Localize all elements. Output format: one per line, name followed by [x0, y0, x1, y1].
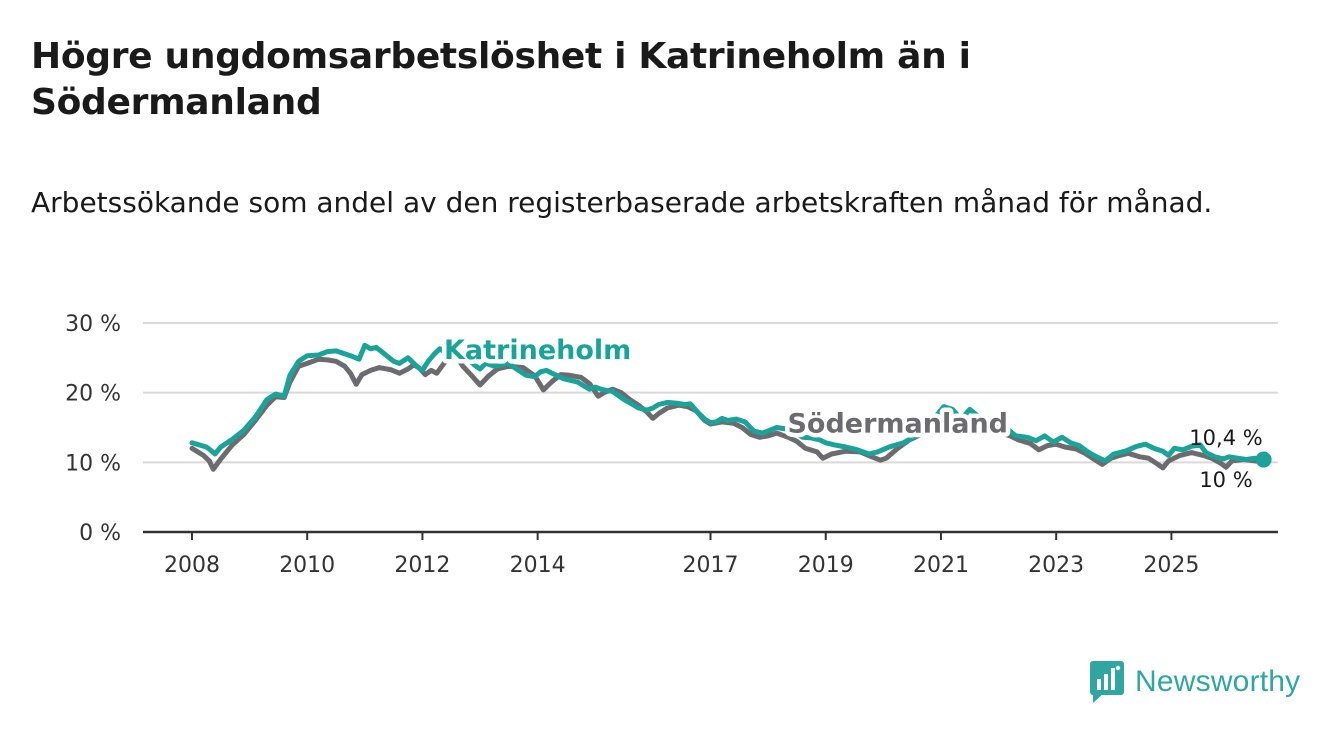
x-axis: 2008 2010 2012 2014 2017 2019 2021 2023 2025 — [143, 530, 1278, 578]
series-label-katrineholm: Katrineholm — [444, 335, 631, 366]
katrineholm-end-label: 10,4 % — [1189, 426, 1262, 450]
series-label-halo: Katrineholm — [444, 335, 631, 366]
x-tick-label: 2008 — [164, 553, 220, 578]
series-label-södermanland: Södermanland — [787, 408, 1008, 439]
chart-title: Högre ungdomsarbetslöshet i Katrineholm … — [31, 36, 971, 123]
series-lines — [189, 341, 1272, 472]
newsworthy-logo: Newsworthy — [1089, 660, 1300, 704]
line-chart: 0 % 10 % 20 % 30 % 2008 2010 2012 2014 2017 2019… — [65, 312, 1278, 578]
y-tick-label: 20 % — [65, 382, 121, 407]
y-tick-label: 30 % — [65, 312, 121, 337]
x-tick-label: 2019 — [798, 553, 854, 578]
series-line-södermanland — [189, 349, 1267, 472]
series-label-halo: Södermanland — [787, 408, 1008, 439]
x-tick-label: 2012 — [394, 553, 450, 578]
x-tick-label: 2010 — [279, 553, 335, 578]
x-tick-label: 2014 — [510, 553, 566, 578]
y-tick-label: 10 % — [65, 451, 121, 476]
x-tick-label: 2017 — [683, 553, 739, 578]
x-tick-label: 2021 — [913, 553, 969, 578]
series-line-katrineholm — [189, 341, 1267, 464]
chart-subtitle: Arbetssökande som andel av den registerb… — [31, 186, 1213, 219]
series-labels: 10,4 %10 %KatrineholmKatrineholmSöderman… — [440, 331, 1263, 492]
grid-lines — [143, 322, 1278, 464]
y-tick-label: 0 % — [79, 521, 121, 546]
x-tick-label: 2025 — [1143, 553, 1199, 578]
x-tick-label: 2023 — [1028, 553, 1084, 578]
newsworthy-wordmark: Newsworthy — [1135, 665, 1301, 698]
bar-chart-speech-bubble-icon — [1090, 661, 1124, 703]
series-end-marker — [1255, 451, 1272, 468]
y-axis-ticks: 0 % 10 % 20 % 30 % — [65, 312, 121, 546]
sodermanland-end-label: 10 % — [1199, 468, 1252, 492]
